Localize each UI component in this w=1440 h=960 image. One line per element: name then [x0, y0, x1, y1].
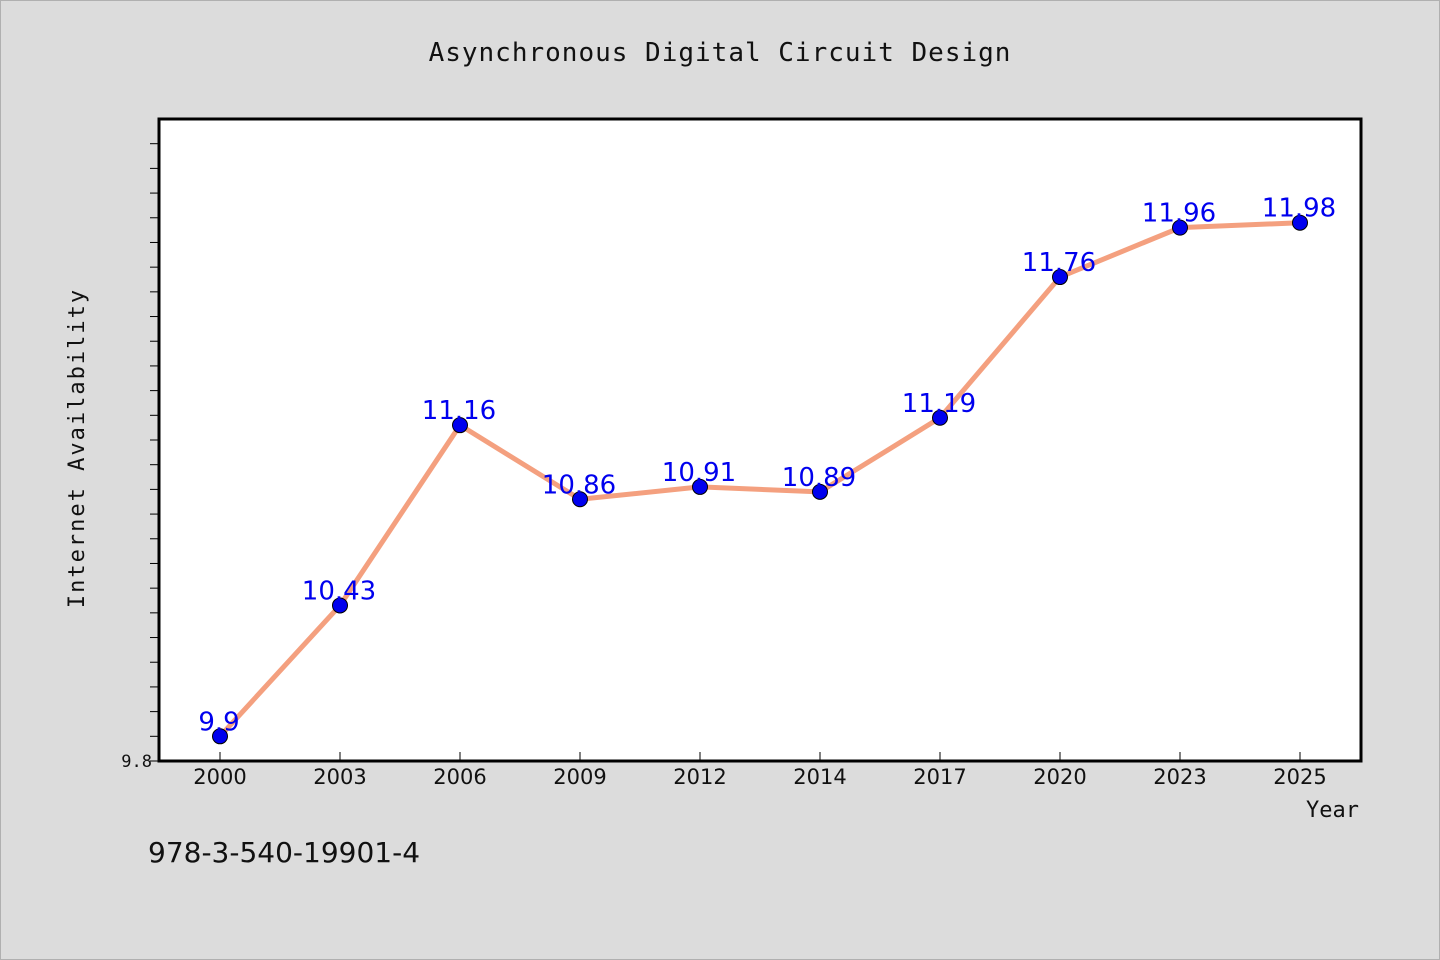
plot-area: [157, 117, 1363, 763]
x-tick-label: 2023: [1153, 765, 1206, 789]
isbn-annotation: 978-3-540-19901-4: [148, 836, 420, 869]
data-label: 10.86: [542, 470, 616, 500]
data-label: 11.96: [1142, 199, 1216, 229]
data-point: [1172, 219, 1188, 236]
data-point: [692, 478, 708, 495]
x-tick-label: 2000: [193, 765, 246, 789]
data-point: [1292, 214, 1308, 231]
data-point: [452, 417, 468, 434]
x-axis-label: Year: [1306, 798, 1359, 823]
data-label: 11.16: [422, 396, 496, 426]
data-label: 11.76: [1022, 248, 1096, 278]
data-markers: [212, 214, 1308, 745]
x-tick-label: 2012: [673, 765, 726, 789]
y-tick-label: 9.8: [121, 752, 152, 772]
x-tick-label: 2017: [913, 765, 966, 789]
x-axis-ticks: 2000 2003 2006 2009 2012 2014 2017 2020 2023 2025: [193, 752, 1327, 789]
x-tick-label: 2014: [793, 765, 846, 789]
data-label: 11.19: [902, 389, 976, 419]
data-point: [932, 409, 948, 426]
y-axis-ticks: 9.8: [121, 143, 159, 772]
chart-title: Asynchronous Digital Circuit Design: [429, 38, 1012, 68]
x-tick-label: 2025: [1273, 765, 1326, 789]
y-axis-label: Internet Availability: [65, 288, 90, 608]
x-tick-label: 2009: [553, 765, 606, 789]
x-tick-label: 2003: [313, 765, 366, 789]
data-label: 10.91: [662, 458, 736, 488]
x-tick-label: 2020: [1033, 765, 1086, 789]
data-label: 10.89: [782, 463, 856, 493]
x-tick-label: 2006: [433, 765, 486, 789]
data-point: [572, 491, 588, 508]
data-labels: 9.9 10.43 11.16 10.86 10.91 10.89 11.19 11.76 11…: [198, 194, 1336, 738]
series-line: [218, 220, 1301, 738]
data-label: 11.98: [1262, 194, 1336, 224]
data-point: [212, 728, 228, 745]
data-point: [1052, 269, 1068, 286]
data-label: 10.43: [302, 576, 376, 606]
data-label: 9.9: [198, 707, 239, 737]
data-point: [332, 597, 348, 614]
data-point: [812, 483, 828, 500]
